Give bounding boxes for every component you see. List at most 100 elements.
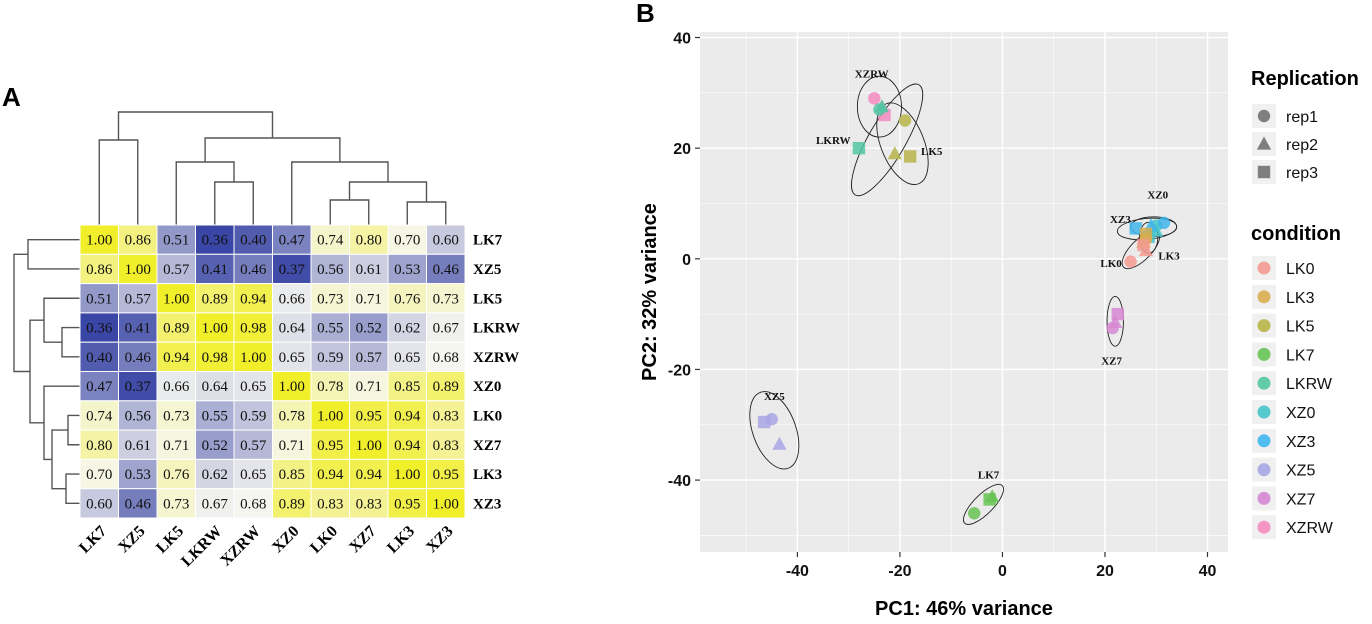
heatmap-cell-value: 0.73: [433, 291, 459, 307]
pca-plot: -40 -20 0 20 40 -40 -20 0 20 40 XZRW LKRW LK5 XZ0 XZ3…: [668, 31, 1228, 580]
heatmap-cell-value: 0.95: [433, 467, 459, 483]
heatmap-cell: [156, 224, 196, 255]
heatmap-cell-value: 0.46: [125, 496, 152, 512]
heatmap-cell-value: 0.94: [163, 350, 190, 366]
point-xzrw-rep1: [868, 92, 881, 105]
heatmap-row-labels: LK7 XZ5 LK5 LKRW XZRW XZ0 LK0 XZ7 LK3 XZ3: [473, 233, 520, 513]
heatmap-cell-value: 0.89: [433, 379, 459, 395]
dendrogram-branch: [175, 161, 235, 225]
replication-legend: Replication rep1 rep2 rep3: [1251, 68, 1359, 184]
heatmap-cell-value: 0.80: [86, 438, 112, 454]
heatmap-cell-value: 0.70: [394, 233, 420, 249]
heatmap-cell-value: 0.73: [163, 496, 189, 512]
dendrogram-branch: [291, 161, 389, 225]
x-tick-label: -40: [786, 563, 809, 580]
dendrogram-branch: [43, 385, 80, 461]
heatmap-cell-value: 0.94: [240, 291, 267, 307]
heatmap-cell-value: 0.73: [317, 291, 343, 307]
heatmap-cell: [310, 458, 350, 490]
heatmap-cell-value: 0.51: [163, 233, 189, 249]
legend-rep3-marker: [1257, 165, 1271, 179]
x-axis-title: PC1: 46% variance: [875, 598, 1053, 620]
cluster-label-lk0: LK0: [1100, 258, 1122, 270]
heatmap-cell-value: 0.36: [202, 233, 229, 249]
heatmap-cell-value: 0.37: [125, 379, 152, 395]
heatmap-cell: [233, 312, 273, 343]
heatmap-cell-value: 0.66: [163, 379, 190, 395]
heatmap-cell-value: 0.64: [202, 379, 229, 395]
heatmap-cell: [79, 400, 119, 431]
heatmap-cell-value: 0.56: [125, 408, 152, 424]
heatmap-cell-value: 0.83: [317, 496, 343, 512]
heatmap-cell-value: 0.61: [125, 438, 151, 454]
heatmap-cell-value: 0.56: [317, 262, 344, 278]
y-tick-label: -40: [668, 473, 691, 490]
heatmap-cell-value: 0.71: [356, 379, 382, 395]
heatmap-cell: [310, 371, 350, 402]
heatmap-cell-value: 0.83: [433, 438, 459, 454]
point-xz7-rep2: [1108, 314, 1123, 329]
legend-xz3-label: XZ3: [1286, 434, 1315, 451]
heatmap-cell: [195, 253, 235, 285]
heatmap-cell: [195, 283, 235, 314]
heatmap-cell-value: 0.52: [202, 438, 228, 454]
heatmap-cell: [233, 253, 273, 285]
x-tick-label: 20: [1096, 563, 1114, 580]
heatmap-cell-value: 0.80: [356, 233, 382, 249]
heatmap-cell: [426, 429, 466, 460]
heatmap-cell-value: 0.98: [202, 350, 228, 366]
heatmap-cell-value: 0.94: [394, 408, 421, 424]
legend-xz5-label: XZ5: [1286, 463, 1315, 480]
heatmap-cell: [79, 429, 119, 460]
heatmap-col-label: LK0: [307, 523, 341, 557]
ellipse-lk5: [876, 102, 929, 186]
heatmap-cell-value: 0.65: [394, 350, 420, 366]
heatmap-row-label: XZ5: [473, 262, 501, 278]
legend-xzrw-label: XZRW: [1286, 520, 1334, 537]
heatmap-cell-value: 0.68: [240, 496, 266, 512]
heatmap-col-label: XZRW: [217, 523, 264, 570]
point-lkrw-rep3: [852, 141, 866, 155]
heatmap-top-dendrogram: [98, 111, 447, 225]
heatmap-cell-value: 0.98: [240, 321, 266, 337]
heatmap-cell-value: 0.83: [356, 496, 382, 512]
heatmap-cell-value: 0.46: [125, 350, 152, 366]
heatmap-cell-value: 0.95: [394, 496, 420, 512]
heatmap-cell: [195, 341, 235, 373]
heatmap-cell-value: 1.00: [86, 233, 112, 249]
cluster-label-lkrw: LKRW: [816, 135, 850, 147]
heatmap-cell-value: 0.71: [163, 438, 189, 454]
heatmap-cell-value: 0.60: [86, 496, 112, 512]
point-lk7-rep3: [983, 493, 996, 506]
heatmap-cell-value: 1.00: [356, 438, 382, 454]
heatmap-col-label: XZ7: [346, 523, 379, 556]
heatmap-cell-value: 1.00: [125, 262, 151, 278]
y-tick-label: -20: [668, 362, 691, 379]
point-xz5-rep2: [772, 436, 787, 450]
dendrogram-branch: [65, 473, 80, 505]
pca-gridlines: [700, 32, 1228, 552]
heatmap-row-label: LK5: [473, 291, 502, 307]
legend-lk7-label: LK7: [1286, 347, 1315, 364]
heatmap-col-label: XZ3: [423, 523, 456, 556]
heatmap-cell-value: 0.36: [86, 321, 113, 337]
ellipse-xz5: [749, 391, 800, 470]
heatmap-cell-value: 0.78: [279, 408, 305, 424]
legend-rep1-marker: [1257, 109, 1271, 123]
heatmap-col-label: XZ0: [269, 523, 302, 556]
legend-rep2-label: rep2: [1286, 137, 1318, 154]
heatmap-cell: [426, 283, 466, 314]
panel-a-letter: A: [2, 82, 21, 112]
heatmap-cell: [156, 312, 196, 343]
legend-xz7-label: XZ7: [1286, 491, 1315, 508]
legend-xz0-label: XZ0: [1286, 405, 1315, 422]
replication-legend-title: Replication: [1251, 68, 1359, 90]
heatmap-cell-value: 0.51: [86, 291, 112, 307]
heatmap-row-label: XZRW: [473, 350, 519, 366]
heatmap-cell-value: 0.53: [394, 262, 420, 278]
point-lk7-rep1: [968, 507, 981, 520]
heatmap-cell-value: 0.74: [317, 233, 344, 249]
heatmap-cell: [233, 488, 273, 519]
dendrogram-branch: [204, 137, 341, 162]
heatmap-cell: [310, 253, 350, 285]
